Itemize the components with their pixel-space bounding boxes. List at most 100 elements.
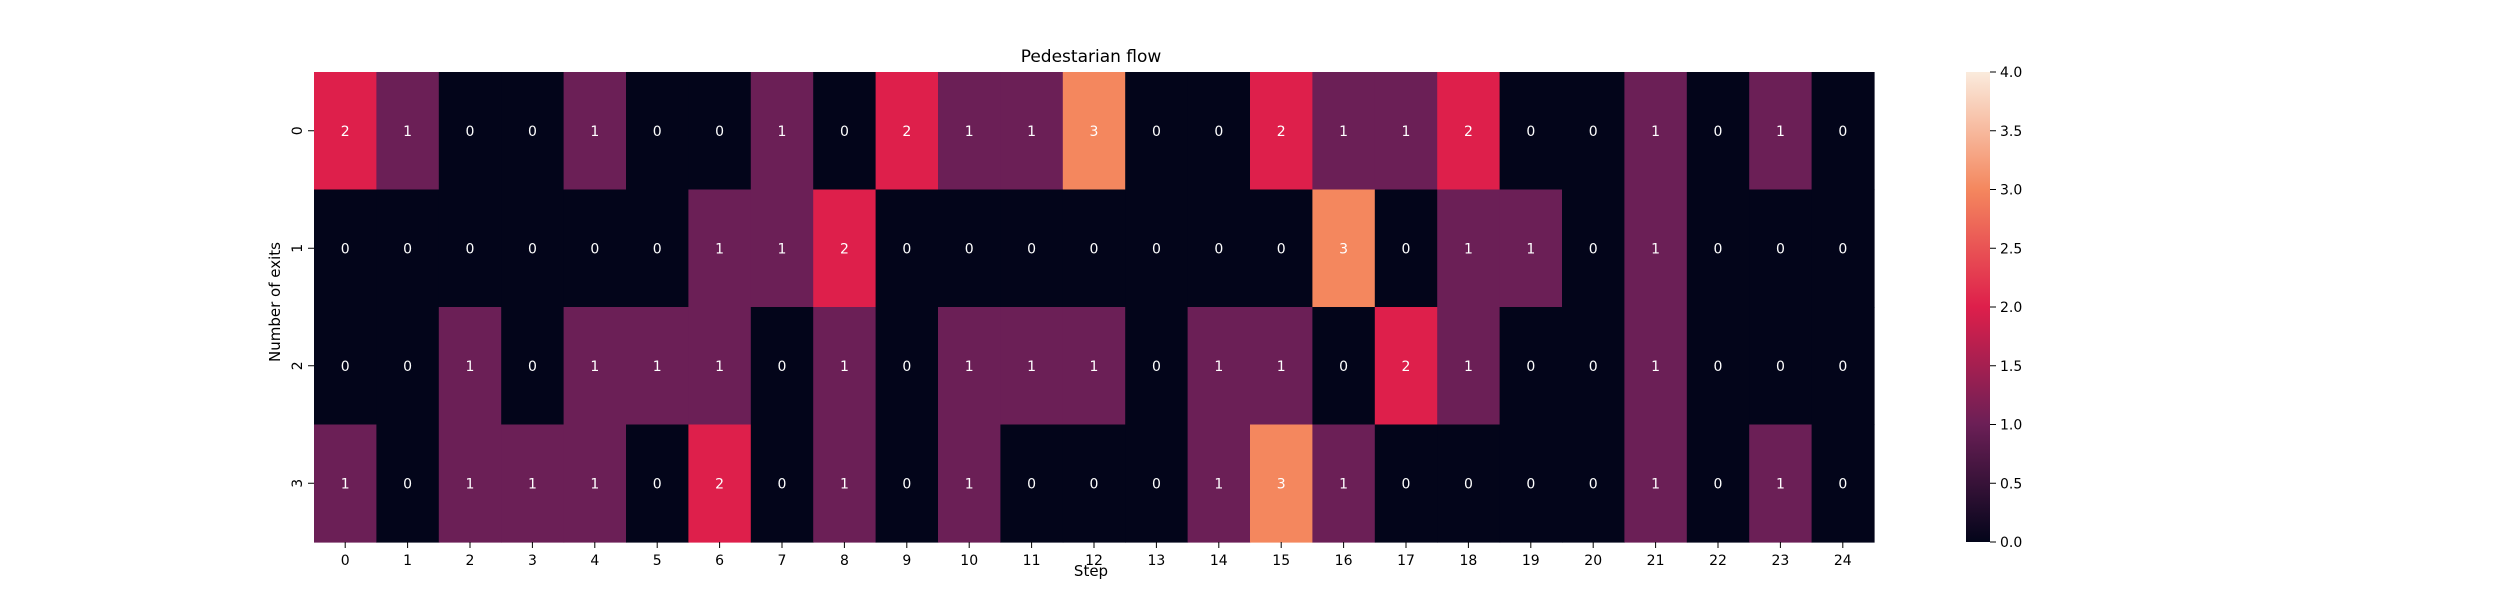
heatmap-cell — [1811, 307, 1875, 426]
heatmap-cell — [626, 72, 689, 191]
cell-value-label: 0 — [1838, 476, 1847, 492]
x-tick-label: 17 — [1397, 553, 1415, 569]
cell-value-label: 1 — [653, 359, 662, 375]
colorbar-tick-label: 3.5 — [2000, 124, 2022, 140]
cell-value-label: 1 — [590, 359, 599, 375]
heatmap-cell — [1125, 307, 1189, 426]
cell-value-label: 0 — [1714, 124, 1723, 140]
heatmap-cell — [438, 424, 502, 543]
cell-value-label: 1 — [1526, 241, 1535, 257]
heatmap-cell — [1686, 307, 1750, 426]
heatmap-cell — [1686, 72, 1750, 191]
cell-value-label: 0 — [653, 124, 662, 140]
cell-value-label: 1 — [778, 241, 787, 257]
y-tick-label: 1 — [290, 244, 306, 253]
heatmap-cell — [1499, 424, 1563, 543]
heatmap-cell — [1437, 189, 1501, 308]
cell-value-label: 0 — [1402, 241, 1411, 257]
heatmap-cell — [1062, 307, 1126, 426]
heatmap-cell — [750, 307, 814, 426]
colorbar-gradient — [1966, 72, 1990, 542]
colorbar-tick-label: 0.0 — [2000, 535, 2022, 551]
cell-value-label: 0 — [466, 241, 475, 257]
colorbar-tick-label: 1.5 — [2000, 359, 2022, 375]
cell-value-label: 2 — [902, 124, 911, 140]
heatmap-cell — [875, 307, 939, 426]
cell-value-label: 1 — [1339, 476, 1348, 492]
heatmap-cell — [1312, 424, 1376, 543]
heatmap-cell — [1374, 307, 1438, 426]
heatmap-cell — [1562, 72, 1625, 191]
cell-value-label: 1 — [1339, 124, 1348, 140]
cell-value-label: 0 — [1526, 124, 1535, 140]
heatmap-cell — [1374, 189, 1438, 308]
heatmap-cell — [376, 189, 440, 308]
chart-title: Pedestarian flow — [1021, 47, 1162, 67]
cell-value-label: 0 — [1152, 124, 1161, 140]
y-tick-label: 0 — [290, 126, 306, 135]
cell-value-label: 0 — [1152, 359, 1161, 375]
heatmap-cell — [1624, 307, 1688, 426]
cell-value-label: 0 — [528, 359, 537, 375]
heatmap-cell — [875, 189, 939, 308]
heatmap-cell — [688, 307, 752, 426]
cell-value-label: 1 — [1277, 359, 1286, 375]
x-tick-label: 23 — [1771, 553, 1789, 569]
cell-value-label: 1 — [840, 359, 849, 375]
colorbar-tick-label: 1.0 — [2000, 418, 2022, 434]
x-tick-label: 1 — [403, 553, 412, 569]
heatmap-cell — [938, 189, 1001, 308]
heatmap-cell — [501, 424, 565, 543]
heatmap-cell — [1624, 72, 1688, 191]
heatmap-cell — [376, 424, 440, 543]
x-tick-label: 3 — [528, 553, 537, 569]
x-tick-label: 24 — [1834, 553, 1852, 569]
cell-value-label: 0 — [1277, 241, 1286, 257]
heatmap-cell — [813, 424, 877, 543]
cell-value-label: 0 — [403, 359, 412, 375]
heatmap-cell — [1562, 424, 1625, 543]
heatmap-cell-labels: 2 1 0 0 1 0 0 1 0 2 1 1 3 0 0 2 1 1 2 0 0 1 0 1 0 0 0 0 0 0 0 1 1 2 0 0 0 0 0 0… — [341, 124, 1848, 493]
heatmap-cell — [875, 424, 939, 543]
cell-value-label: 1 — [1464, 241, 1473, 257]
cell-value-label: 0 — [1714, 359, 1723, 375]
cell-value-label: 0 — [528, 241, 537, 257]
cell-value-label: 0 — [590, 241, 599, 257]
heatmap-cell — [1562, 189, 1625, 308]
cell-value-label: 0 — [1714, 476, 1723, 492]
colorbar-tick-label: 2.5 — [2000, 241, 2022, 257]
x-tick-label: 2 — [466, 553, 475, 569]
cell-value-label: 0 — [1838, 359, 1847, 375]
cell-value-label: 1 — [1651, 241, 1660, 257]
cell-value-label: 0 — [1090, 476, 1099, 492]
heatmap-cell — [1499, 72, 1563, 191]
heatmap-cell — [1062, 189, 1126, 308]
cell-value-label: 0 — [341, 359, 350, 375]
heatmap-cell — [1562, 307, 1625, 426]
x-tick-label: 5 — [653, 553, 662, 569]
cell-value-label: 0 — [1714, 241, 1723, 257]
cell-value-label: 1 — [778, 124, 787, 140]
cell-value-label: 1 — [403, 124, 412, 140]
cell-value-label: 1 — [965, 124, 974, 140]
cell-value-label: 2 — [341, 124, 350, 140]
cell-value-label: 0 — [965, 241, 974, 257]
cell-value-label: 1 — [1214, 476, 1223, 492]
cell-value-label: 1 — [1214, 359, 1223, 375]
x-tick-label: 14 — [1210, 553, 1228, 569]
heatmap-cell — [1374, 72, 1438, 191]
cell-value-label: 2 — [1277, 124, 1286, 140]
cell-value-label: 2 — [1464, 124, 1473, 140]
cell-value-label: 1 — [1464, 359, 1473, 375]
x-tick-label: 20 — [1584, 553, 1602, 569]
y-tick-label: 3 — [290, 479, 306, 488]
cell-value-label: 1 — [1651, 476, 1660, 492]
cell-value-label: 0 — [341, 241, 350, 257]
heatmap-cell — [438, 72, 502, 191]
heatmap-cell — [1499, 189, 1563, 308]
cell-value-label: 1 — [590, 124, 599, 140]
heatmap-cell — [501, 189, 565, 308]
heatmap-cell — [1312, 307, 1376, 426]
cell-value-label: 0 — [1027, 241, 1036, 257]
